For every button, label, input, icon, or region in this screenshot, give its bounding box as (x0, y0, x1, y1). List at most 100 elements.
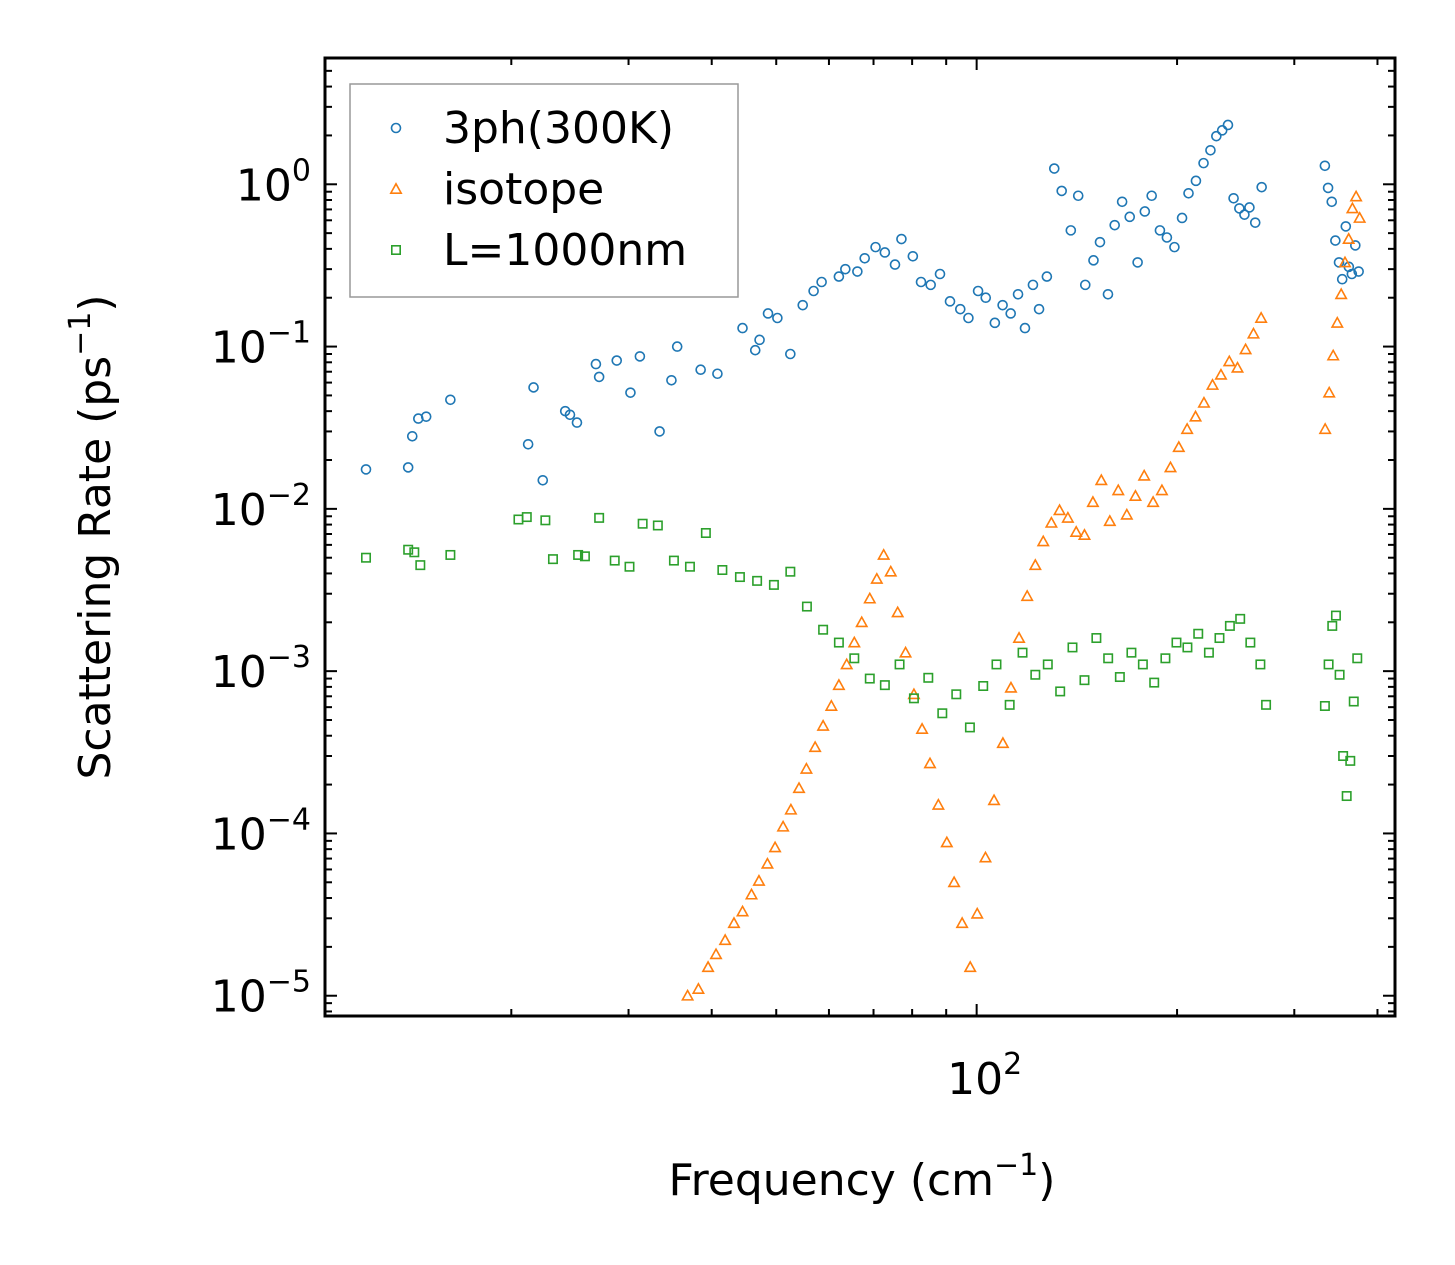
y-axis-title-main: Scattering Rate (ps (70, 356, 121, 780)
data-point-square (1171, 637, 1182, 648)
data-point-triangle (955, 916, 969, 929)
data-point-circle (1211, 130, 1222, 142)
data-point-circle (1154, 225, 1166, 236)
y-tick-label: 10−4 (211, 802, 311, 860)
data-point-circle (1319, 160, 1331, 172)
legend-box (349, 83, 739, 298)
data-point-triangle (744, 887, 759, 900)
data-point-circle (671, 341, 683, 352)
data-point-square (1149, 677, 1160, 688)
data-point-square (849, 653, 860, 664)
data-point-square (1323, 659, 1334, 670)
data-point-circle (762, 308, 774, 319)
data-point-circle (1205, 144, 1216, 156)
data-point-circle (1216, 125, 1228, 136)
data-point-triangle (1036, 534, 1050, 547)
data-point-triangle (1246, 326, 1261, 339)
data-point-square (752, 575, 763, 586)
data-point-square (652, 520, 663, 531)
data-point-triangle (1230, 360, 1245, 373)
data-point-triangle (1069, 525, 1083, 537)
data-point-triangle (970, 906, 984, 919)
data-point-triangle (963, 960, 977, 973)
data-point-triangle (1004, 680, 1018, 693)
data-point-circle (1109, 219, 1121, 231)
data-point-circle (944, 296, 956, 307)
data-point-circle (1176, 212, 1188, 224)
legend-marker-triangle (389, 182, 403, 194)
data-point-triangle (877, 548, 891, 560)
data-point-circle (1322, 182, 1334, 194)
data-point-triangle (1086, 495, 1100, 508)
data-point-circle (1244, 202, 1255, 213)
data-point-square (513, 514, 524, 525)
data-point-circle (1228, 192, 1239, 204)
data-point-triangle (752, 874, 766, 886)
data-point-square (1042, 659, 1053, 670)
data-point-triangle (792, 781, 806, 794)
data-point-triangle (1345, 201, 1359, 214)
data-point-square (964, 722, 975, 733)
data-point-square (700, 527, 711, 538)
data-point-circle (1012, 288, 1024, 300)
data-point-triangle (701, 960, 715, 973)
data-point-square (894, 659, 905, 670)
data-point-circle (537, 474, 549, 486)
major-ticks (325, 58, 1395, 1016)
data-point-circle (564, 409, 576, 421)
data-point-circle (593, 371, 605, 383)
data-point-triangle (1111, 483, 1125, 496)
data-point-square (361, 552, 372, 563)
data-point-circle (420, 411, 432, 422)
data-point-triangle (1052, 503, 1067, 516)
data-point-circle (934, 268, 946, 280)
data-point-triangle (799, 762, 813, 774)
data-point-circle (1222, 119, 1234, 131)
data-point-triangle (891, 605, 905, 618)
data-point-square (1327, 620, 1338, 631)
data-point-circle (870, 241, 881, 253)
legend-label: 3ph(300K) (443, 103, 674, 154)
data-point-square (879, 680, 890, 691)
data-point-square (1079, 675, 1090, 686)
data-point-circle (1056, 185, 1067, 197)
data-point-circle (997, 299, 1008, 311)
y-tick-label: 10−3 (211, 640, 311, 698)
data-point-circle (754, 334, 765, 346)
data-point-triangle (1318, 422, 1332, 435)
data-point-triangle (718, 933, 732, 946)
data-point-circle (1234, 203, 1245, 214)
data-point-square (1214, 633, 1225, 644)
data-point-circle (1353, 266, 1364, 277)
data-point-circle (915, 276, 927, 288)
data-point-triangle (863, 591, 877, 604)
y-tick-label: 10−5 (211, 965, 311, 1023)
data-point-square (521, 512, 532, 523)
series-3 (361, 512, 1363, 802)
data-point-circle (712, 368, 723, 380)
data-point-circle (889, 259, 901, 270)
data-point-circle (1033, 303, 1045, 315)
data-point-triangle (1334, 287, 1348, 300)
data-point-triangle (1353, 211, 1367, 223)
data-point-triangle (931, 798, 945, 810)
data-point-circle (896, 233, 907, 245)
data-point-triangle (1326, 348, 1340, 361)
data-point-square (978, 680, 989, 691)
data-point-circle (1336, 273, 1348, 285)
data-point-circle (1079, 279, 1091, 291)
data-point-square (624, 561, 635, 572)
data-point-triangle (1188, 409, 1203, 422)
data-point-square (818, 624, 829, 635)
data-point-circle (907, 250, 919, 262)
legend-item: isotope (389, 164, 604, 215)
data-point-square (734, 572, 745, 583)
data-point-square (684, 561, 695, 572)
data-point-triangle (1077, 528, 1092, 540)
data-point-triangle (915, 722, 929, 734)
data-point-square (415, 560, 426, 571)
data-point-square (908, 693, 919, 704)
data-point-triangle (1028, 558, 1042, 571)
data-point-triangle (1180, 422, 1194, 435)
data-point-triangle (776, 819, 790, 832)
